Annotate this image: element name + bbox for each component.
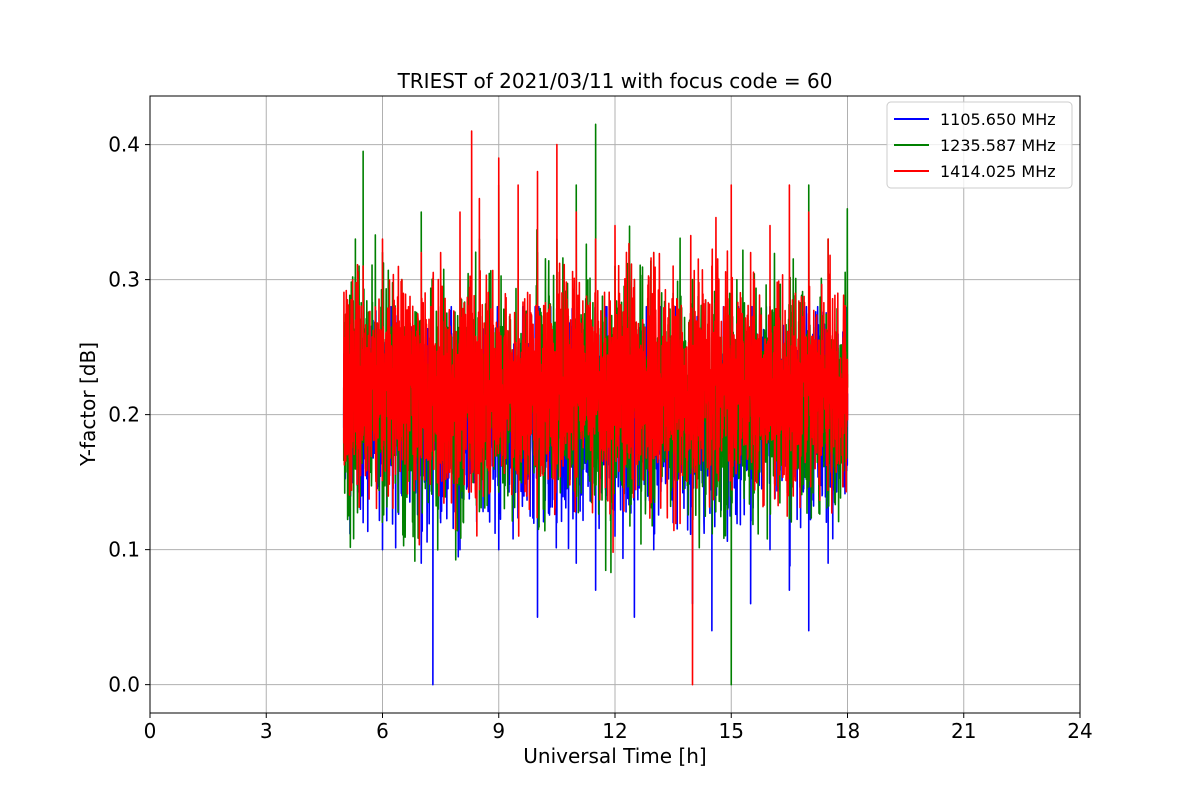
legend: 1105.650 MHz 1235.587 MHz 1414.025 MHz	[886, 101, 1073, 189]
y-tick-label: 0.3	[108, 268, 140, 292]
x-tick-label: 12	[602, 719, 627, 743]
legend-label: 1105.650 MHz	[940, 110, 1056, 129]
series-layer	[342, 123, 849, 686]
ticks: 0 3 6 9 12 15 18 21 24 0.0 0.1 0.2 0.3 0.4	[108, 133, 1093, 743]
y-tick-label: 0.1	[108, 538, 140, 562]
legend-label: 1235.587 MHz	[940, 136, 1056, 155]
x-tick-label: 24	[1067, 719, 1092, 743]
x-tick-label: 21	[951, 719, 976, 743]
legend-box	[886, 101, 1073, 189]
x-axis-label: Universal Time [h]	[523, 744, 706, 768]
y-tick-label: 0.4	[108, 133, 140, 157]
y-tick-label: 0.2	[108, 403, 140, 427]
x-tick-label: 9	[492, 719, 505, 743]
legend-label: 1414.025 MHz	[940, 162, 1056, 181]
x-tick-label: 18	[835, 719, 860, 743]
y-axis-label: Y-factor [dB]	[76, 342, 100, 467]
series-line-3	[342, 130, 849, 686]
x-tick-label: 3	[260, 719, 273, 743]
x-tick-label: 0	[144, 719, 157, 743]
chart-title: TRIEST of 2021/03/11 with focus code = 6…	[397, 69, 833, 93]
x-tick-label: 15	[719, 719, 744, 743]
y-tick-label: 0.0	[108, 673, 140, 697]
x-tick-label: 6	[376, 719, 389, 743]
